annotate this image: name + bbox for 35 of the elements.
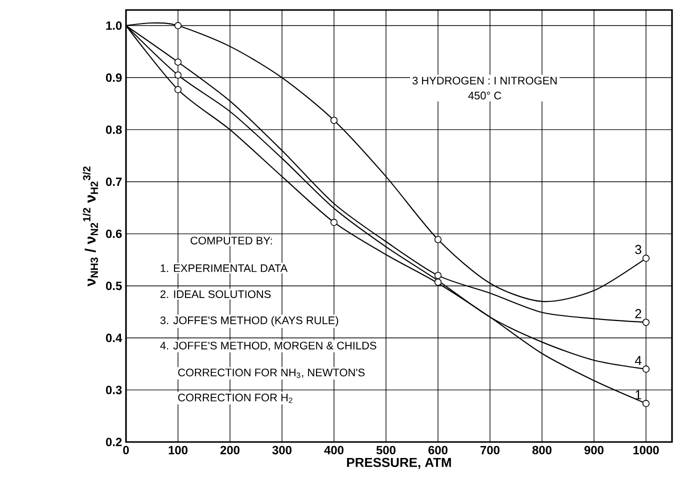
y-tick-label: 0.4	[106, 334, 122, 342]
series-label: 3	[635, 244, 642, 254]
x-axis-title: PRESSURE, ATM	[347, 458, 451, 469]
y-tick-label: 0.8	[106, 125, 122, 134]
annotation: 2. IDEAL SOLUTIONS	[160, 290, 271, 298]
annotation: CORRECTION FOR H$_{2}$	[178, 394, 292, 403]
x-tick-label: 0	[123, 446, 129, 454]
annotation: 3 HYDROGEN : I NITROGEN	[412, 76, 557, 84]
y-tick-label: 0.3	[106, 386, 122, 394]
x-tick-label: 500	[376, 446, 396, 454]
series-label: 2	[635, 309, 642, 318]
x-tick-label: 800	[532, 446, 552, 454]
y-tick-label: 0.9	[106, 73, 122, 82]
y-tick-label: 0.7	[106, 178, 122, 186]
y-axis-title: ν$_{NH3}$ / ν$_{N2}$$^{1/2}$ ν$_{H2}$3/2	[82, 166, 98, 286]
y-tick-label: 0.6	[106, 230, 122, 238]
annotation: 450° C	[468, 92, 502, 100]
x-tick-label: 300	[272, 446, 292, 454]
x-tick-label: 400	[324, 446, 344, 454]
series-label: 1	[636, 390, 642, 400]
annotation: 1. EXPERIMENTAL DATA	[160, 264, 288, 272]
x-tick-label: 100	[168, 446, 188, 454]
annotation: 4. JOFFE'S METHOD, MORGEN & CHILDS	[160, 342, 376, 351]
annotation: CORRECTION FOR NH$_{3}$, NEWTON'S	[178, 368, 365, 378]
x-tick-label: 1000	[633, 446, 659, 454]
y-tick-label: 0.2	[106, 438, 122, 446]
annotation: COMPUTED BY:	[190, 236, 272, 244]
x-tick-label: 700	[480, 446, 500, 454]
y-tick-label: 1.0	[106, 21, 122, 30]
series-label: 4	[634, 356, 642, 365]
x-tick-label: 200	[220, 446, 240, 454]
x-tick-label: 900	[584, 446, 604, 454]
y-tick-label: 0.5	[106, 282, 122, 290]
annotation: 3. JOFFE'S METHOD (KAYS RULE)	[160, 316, 338, 326]
x-tick-label: 600	[428, 446, 448, 454]
